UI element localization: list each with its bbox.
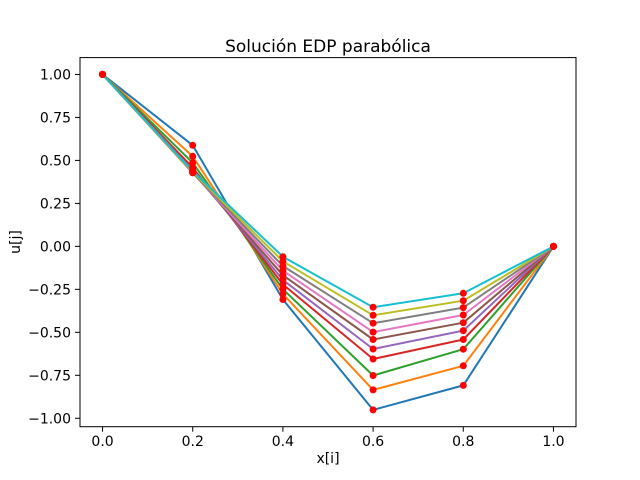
data-point-marker (279, 290, 287, 298)
series-line-j2 (101, 73, 555, 377)
data-point-marker (369, 328, 377, 336)
data-point-marker (189, 159, 197, 167)
data-point-marker (189, 152, 197, 160)
data-point-marker (99, 70, 106, 78)
x-tick-label: 0.6 (362, 434, 384, 450)
data-point-marker (369, 372, 377, 379)
data-point-marker (369, 406, 377, 414)
data-point-marker (459, 381, 467, 389)
data-point-marker (279, 285, 287, 293)
x-tick-label: 0.8 (452, 434, 474, 450)
data-point-marker (369, 303, 377, 311)
series-line-j3 (101, 73, 555, 360)
y-axis-label: u[j] (8, 230, 24, 254)
x-tick-label: 0.4 (272, 434, 294, 450)
series-line-j7 (101, 73, 555, 325)
series-line-j1 (101, 73, 555, 391)
chart-title: Solución EDP parabólica (225, 37, 431, 57)
data-point-marker (369, 311, 377, 319)
data-point-marker (459, 297, 467, 305)
data-point-marker (369, 355, 377, 363)
data-point-marker (459, 345, 467, 353)
y-tick-label: −0.50 (28, 325, 71, 341)
series-line-j9 (101, 73, 555, 309)
x-tick-label: 1.0 (542, 434, 564, 450)
y-tick-label: 0.75 (40, 110, 71, 126)
y-tick-label: 0.50 (40, 153, 71, 169)
x-tick-label: 0.2 (182, 434, 204, 450)
data-point-marker (550, 242, 557, 250)
data-point-marker (369, 319, 377, 327)
data-point-marker (459, 319, 467, 327)
series-line-j5 (101, 73, 555, 341)
data-point-marker (279, 253, 287, 261)
data-point-marker (189, 167, 197, 175)
data-point-marker (369, 386, 377, 394)
data-point-marker (459, 304, 467, 312)
data-point-marker (279, 296, 287, 303)
axes-frame (79, 57, 577, 428)
data-point-marker (459, 336, 467, 343)
data-point-marker (459, 362, 467, 370)
y-tick-label: −0.25 (28, 282, 71, 298)
series-line-j0 (101, 73, 555, 411)
data-point-marker (369, 345, 377, 353)
data-point-marker (459, 311, 467, 319)
data-point-marker (459, 289, 467, 297)
y-tick-label: −0.75 (28, 368, 71, 384)
y-tick-label: −1.00 (28, 411, 71, 427)
y-tick-label: 0.25 (40, 196, 71, 212)
data-point-marker (459, 327, 467, 335)
data-point-marker (189, 141, 197, 149)
y-tick-label: 0.00 (40, 239, 71, 255)
x-tick-label: 0.0 (91, 434, 113, 450)
data-point-marker (369, 336, 377, 343)
series-line-j8 (101, 73, 555, 317)
x-axis-label: x[i] (316, 451, 340, 467)
y-tick-label: 1.00 (40, 67, 71, 83)
